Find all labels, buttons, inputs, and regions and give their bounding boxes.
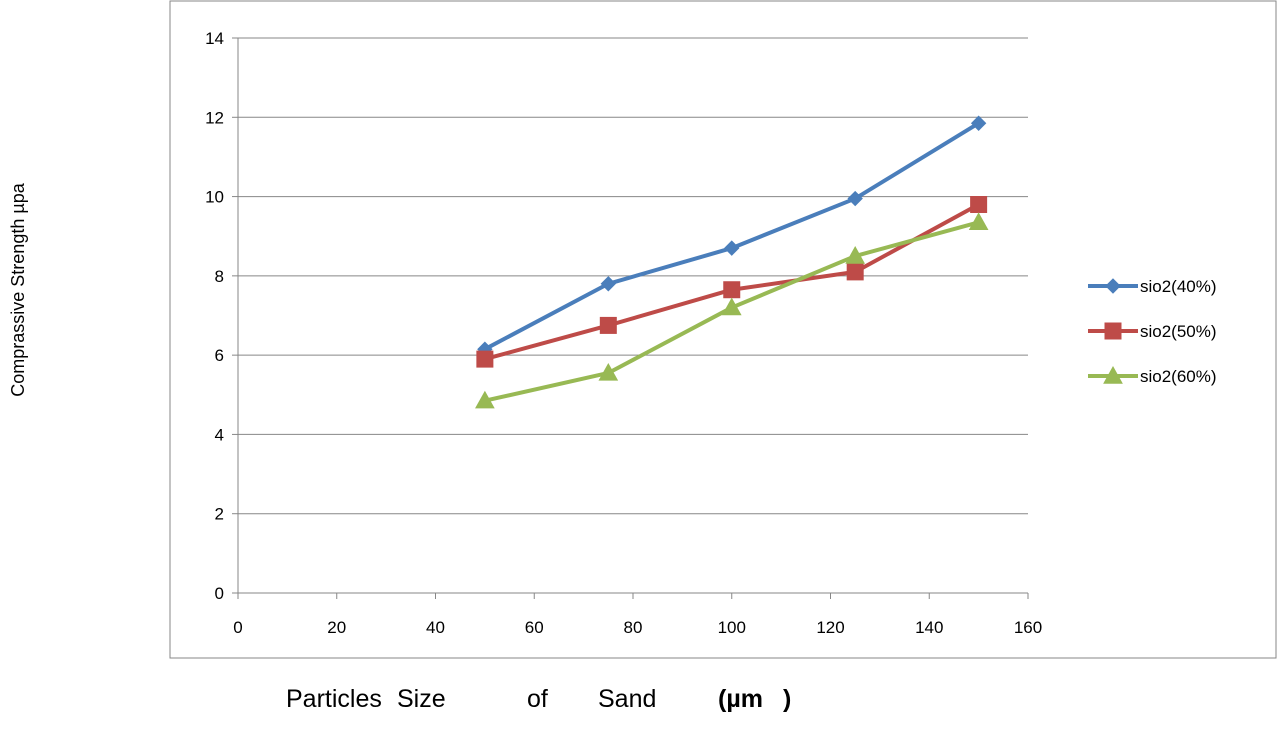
legend-marker: [1103, 365, 1123, 384]
y-tick-labels: 0 2 4 6 8 10 12 14: [205, 29, 224, 603]
x-axis-label: Particles Size of Sand (µm): [286, 685, 791, 713]
y-tick-label: 12: [205, 108, 224, 127]
axes: [232, 37, 1029, 599]
y-tick-label: 8: [215, 267, 224, 286]
data-point: [599, 316, 617, 334]
data-point: [724, 240, 740, 256]
data-point: [598, 362, 619, 381]
chart-area-border: [169, 0, 1277, 659]
x-tick-label: 20: [327, 618, 346, 637]
x-tick-labels: 0 20 40 60 80 100 120 140 160: [233, 618, 1042, 637]
x-tick-label: 100: [718, 618, 746, 637]
y-tick-label: 4: [215, 425, 224, 444]
data-point: [723, 281, 741, 299]
legend-label: sio2(40%): [1140, 277, 1217, 296]
x-tick-label: 80: [624, 618, 643, 637]
x-axis-label-part: Size: [397, 685, 446, 713]
x-tick-label: 120: [816, 618, 844, 637]
data-point: [970, 115, 987, 131]
x-axis-label-part: ): [783, 685, 791, 713]
y-tick-label: 0: [215, 584, 224, 603]
data-point: [475, 390, 495, 409]
x-axis-label-part: Sand: [598, 685, 656, 713]
series-line-1: [483, 121, 980, 351]
data-point: [845, 246, 866, 264]
data-point: [476, 350, 494, 368]
y-tick-label: 10: [205, 188, 224, 207]
y-tick-label: 6: [215, 346, 224, 365]
series-markers: [475, 115, 989, 409]
legend-marker: [1105, 278, 1121, 294]
data-point: [721, 297, 742, 316]
legend-marker: [1104, 322, 1122, 340]
x-tick-label: 160: [1014, 618, 1042, 637]
legend-label: sio2(60%): [1140, 367, 1217, 386]
y-tick-label: 14: [205, 29, 224, 48]
x-axis-label-part: Particles: [286, 685, 382, 713]
data-point: [847, 190, 863, 207]
x-tick-label: 140: [915, 618, 943, 637]
x-tick-label: 60: [525, 618, 544, 637]
series-lines: [483, 121, 980, 403]
x-tick-label: 40: [426, 618, 445, 637]
data-point: [968, 212, 989, 231]
data-point: [600, 276, 617, 292]
data-point: [846, 263, 864, 281]
legend-label: sio2(50%): [1140, 322, 1217, 341]
legend: sio2(40%) sio2(50%) sio2(60%): [1088, 277, 1217, 386]
y-tick-label: 2: [215, 505, 224, 524]
gridlines: [238, 37, 1028, 515]
x-axis-label-part: (µm: [718, 685, 763, 713]
y-axis-label: Comprassive Strength µpa: [8, 182, 28, 396]
x-axis-label-part: of: [527, 685, 548, 713]
data-point: [970, 196, 988, 213]
x-tick-label: 0: [233, 618, 242, 637]
